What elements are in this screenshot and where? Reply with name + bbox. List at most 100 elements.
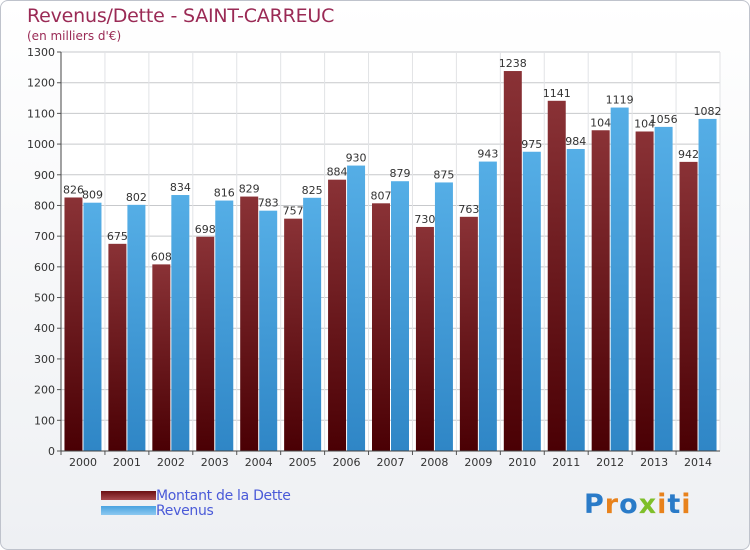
bar-dette xyxy=(679,161,698,451)
data-label-revenus: 802 xyxy=(126,191,147,204)
bar-revenus xyxy=(566,148,585,452)
data-label-dette: 698 xyxy=(195,223,216,236)
bar-dette xyxy=(152,264,171,451)
data-label-dette: 763 xyxy=(458,203,479,216)
bar-revenus xyxy=(303,197,322,451)
bar-dette xyxy=(196,236,215,451)
bar-dette xyxy=(415,226,434,451)
data-label-dette: 942 xyxy=(678,148,699,161)
bar-revenus xyxy=(391,181,409,452)
data-label-revenus: 984 xyxy=(565,135,586,148)
y-tick-label: 400 xyxy=(34,322,55,335)
data-label-revenus: 879 xyxy=(390,167,411,180)
data-label-revenus: 975 xyxy=(521,138,542,151)
x-tick-label: 2003 xyxy=(201,456,229,469)
x-tick-label: 2005 xyxy=(289,456,317,469)
bar-revenus xyxy=(171,195,190,451)
bar-dette xyxy=(372,203,390,451)
y-tick-label: 1200 xyxy=(27,77,55,90)
bar-dette xyxy=(284,218,303,451)
y-tick-label: 200 xyxy=(34,384,55,397)
x-tick-label: 2000 xyxy=(69,456,97,469)
y-tick-label: 500 xyxy=(34,292,55,305)
data-label-revenus: 783 xyxy=(258,197,279,210)
data-label-dette: 757 xyxy=(283,205,304,218)
legend-item-dette: Montant de la Dette xyxy=(101,487,291,504)
bar-dette xyxy=(635,131,654,451)
data-label-dette: 104 xyxy=(590,116,611,129)
y-tick-label: 700 xyxy=(34,230,55,243)
x-tick-label: 2008 xyxy=(420,456,448,469)
data-label-revenus: 1056 xyxy=(650,113,678,126)
data-label-dette: 884 xyxy=(327,166,348,179)
data-label-dette: 1238 xyxy=(499,57,527,70)
bar-revenus xyxy=(478,161,497,451)
bar-revenus xyxy=(522,151,541,451)
bar-dette xyxy=(64,197,83,451)
plot-area xyxy=(61,52,720,451)
data-label-revenus: 1119 xyxy=(606,94,634,107)
y-tick-label: 0 xyxy=(48,445,55,458)
legend-label-dette: Montant de la Dette xyxy=(156,487,291,504)
bar-revenus xyxy=(259,210,278,451)
data-label-dette: 829 xyxy=(239,183,260,196)
data-label-revenus: 930 xyxy=(346,152,367,165)
bar-revenus xyxy=(83,202,102,451)
chart-title: Revenus/Dette - SAINT-CARREUC xyxy=(27,5,335,27)
bar-dette xyxy=(240,196,259,451)
bar-dette xyxy=(459,216,478,451)
data-label-revenus: 809 xyxy=(82,189,103,202)
x-tick-label: 2006 xyxy=(333,456,361,469)
legend-swatch-revenus xyxy=(101,506,156,515)
data-label-dette: 730 xyxy=(414,213,435,226)
y-tick-label: 900 xyxy=(34,169,55,182)
y-tick-label: 1300 xyxy=(27,46,55,59)
bar-revenus xyxy=(127,204,146,451)
x-tick-label: 2002 xyxy=(157,456,185,469)
bar-revenus xyxy=(654,126,673,452)
data-label-revenus: 1082 xyxy=(694,105,722,118)
y-tick-label: 800 xyxy=(34,199,55,212)
y-tick-label: 1000 xyxy=(27,138,55,151)
x-tick-label: 2010 xyxy=(508,456,536,469)
logo-letter: r xyxy=(604,489,620,520)
logo-letter: P xyxy=(584,489,605,520)
logo-letter: i xyxy=(681,489,692,520)
logo-letter: o xyxy=(619,489,639,520)
chart-subtitle: (en milliers d'€) xyxy=(27,29,122,43)
y-tick-label: 100 xyxy=(34,414,55,427)
bar-revenus xyxy=(698,118,717,451)
x-tick-label: 2007 xyxy=(377,456,405,469)
x-tick-label: 2011 xyxy=(552,456,580,469)
bar-revenus xyxy=(434,182,453,451)
data-label-dette: 807 xyxy=(371,189,392,202)
data-label-dette: 826 xyxy=(63,183,84,196)
data-label-dette: 608 xyxy=(151,250,172,263)
data-label-revenus: 825 xyxy=(302,184,323,197)
bar-dette xyxy=(547,100,566,451)
data-label-dette: 1141 xyxy=(543,87,571,100)
y-tick-label: 600 xyxy=(34,261,55,274)
data-label-revenus: 834 xyxy=(170,181,191,194)
legend-item-revenus: Revenus xyxy=(101,502,214,519)
x-tick-label: 2004 xyxy=(245,456,273,469)
data-label-dette: 104 xyxy=(634,117,655,130)
bar-dette xyxy=(591,130,610,451)
y-tick-label: 300 xyxy=(34,353,55,366)
x-tick-label: 2014 xyxy=(684,456,712,469)
bar-revenus xyxy=(215,200,234,451)
bar-revenus xyxy=(347,165,366,452)
data-label-dette: 675 xyxy=(107,230,128,243)
legend-label-revenus: Revenus xyxy=(156,502,214,519)
bar-dette xyxy=(328,179,347,451)
logo-letter: t xyxy=(667,489,682,520)
bar-dette xyxy=(503,71,522,451)
logo-letter: i xyxy=(657,489,668,520)
data-label-revenus: 816 xyxy=(214,187,235,200)
y-tick-label: 1100 xyxy=(27,107,55,120)
logo-letter: x xyxy=(638,489,658,520)
x-tick-label: 2009 xyxy=(464,456,492,469)
x-tick-label: 2013 xyxy=(640,456,668,469)
